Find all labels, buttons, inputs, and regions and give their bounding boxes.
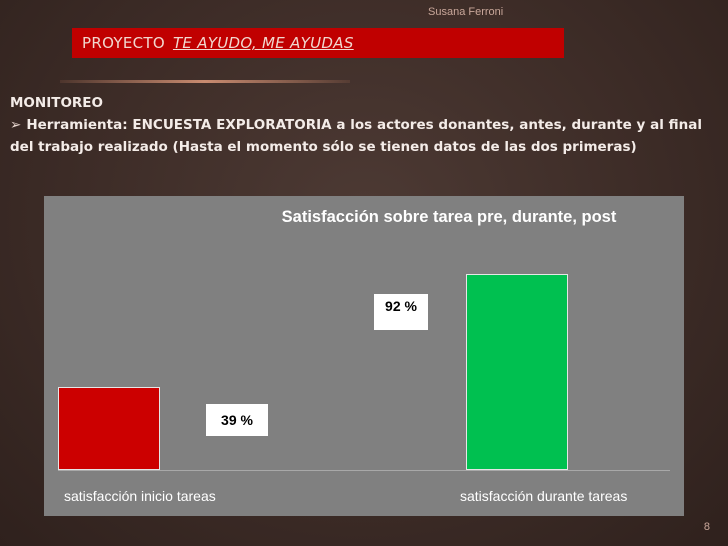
- arrow-bullet-icon: ➢: [10, 117, 22, 133]
- section-heading: MONITOREO: [10, 95, 104, 111]
- bar-satisfaccion-inicio: [58, 386, 160, 470]
- bullet-text: Herramienta: ENCUESTA EXPLORATORIA a los…: [10, 117, 702, 155]
- bullet-paragraph: ➢ Herramienta: ENCUESTA EXPLORATORIA a lo…: [10, 114, 702, 158]
- slide-title-subtitle: TE AYUDO, ME AYUDAS: [172, 34, 354, 52]
- category-label-durante: satisfacción durante tareas: [460, 488, 628, 504]
- chart-panel: Satisfacción sobre tarea pre, durante, p…: [44, 196, 684, 516]
- slide-body: MONITOREO ➢ Herramienta: ENCUESTA EXPLORA…: [10, 92, 702, 158]
- decorative-rule: [60, 80, 350, 83]
- chart-baseline: [58, 470, 670, 471]
- bar-satisfaccion-durante: [466, 274, 568, 470]
- page-number: 8: [703, 521, 710, 533]
- data-label-durante: 92 %: [374, 294, 428, 331]
- slide-title-prefix: PROYECTO: [82, 34, 165, 52]
- slide-title-bar: PROYECTO TE AYUDO, ME AYUDAS: [72, 28, 564, 58]
- data-label-inicio: 39 %: [206, 403, 268, 436]
- author-label: Susana Ferroni: [428, 6, 504, 18]
- category-label-inicio: satisfacción inicio tareas: [64, 488, 216, 504]
- chart-title: Satisfacción sobre tarea pre, durante, p…: [281, 208, 617, 226]
